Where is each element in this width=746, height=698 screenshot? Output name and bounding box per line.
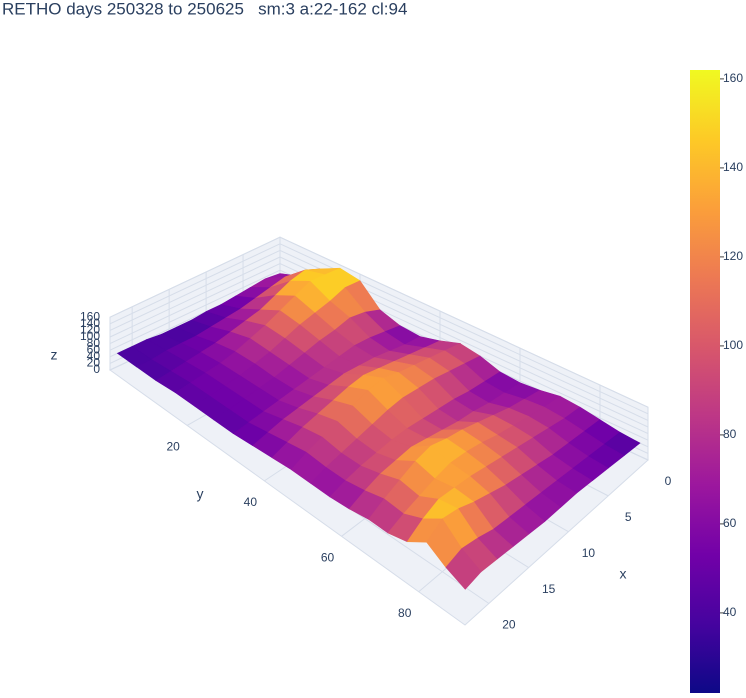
colorbar-tick-label: 160 [723, 71, 743, 85]
colorbar [690, 70, 720, 693]
y-tick-label: 40 [244, 495, 258, 509]
z-tick-label: 20 [87, 356, 101, 370]
z-tick-label: 60 [87, 342, 101, 356]
grid-line [109, 243, 281, 325]
z-tick-label: 100 [80, 329, 100, 343]
x-tick-label: 10 [582, 546, 596, 560]
colorbar-tick-label: 140 [723, 160, 743, 174]
colorbar-tick-label: 100 [723, 338, 743, 352]
y-tick-label: 60 [321, 550, 335, 564]
colorbar-tick-label: 120 [723, 249, 743, 263]
x-tick-label: 0 [665, 474, 672, 488]
z-tick-label: 160 [80, 309, 100, 323]
grid-line [279, 236, 649, 408]
colorbar-tick-label: 40 [723, 605, 737, 619]
z-tick-label: 120 [80, 323, 100, 337]
y-axis-title: y [197, 486, 204, 502]
x-axis-title: x [620, 566, 627, 582]
z-tick-label: 80 [87, 336, 101, 350]
surface [116, 267, 641, 590]
colorbar-tick-label: 80 [723, 427, 737, 441]
chart-title: RETHO days 250328 to 250625 sm:3 a:22-16… [2, 0, 407, 18]
colorbar-tick-label: 60 [723, 516, 737, 530]
z-axis-title: z [51, 347, 58, 363]
x-tick-label: 20 [502, 618, 516, 632]
grid-line [109, 256, 281, 338]
z-tick-label: 40 [87, 349, 101, 363]
z-tick-label: 0 [93, 362, 100, 376]
y-tick-label: 80 [398, 606, 412, 620]
z-tick-label: 140 [80, 316, 100, 330]
grid-line [109, 236, 281, 318]
grid-line [109, 263, 281, 345]
x-tick-label: 5 [625, 510, 632, 524]
grid-line [109, 269, 281, 351]
grid-line [109, 249, 281, 331]
x-tick-label: 15 [542, 582, 556, 596]
surface-cell [445, 548, 482, 590]
y-tick-label: 20 [166, 440, 180, 454]
